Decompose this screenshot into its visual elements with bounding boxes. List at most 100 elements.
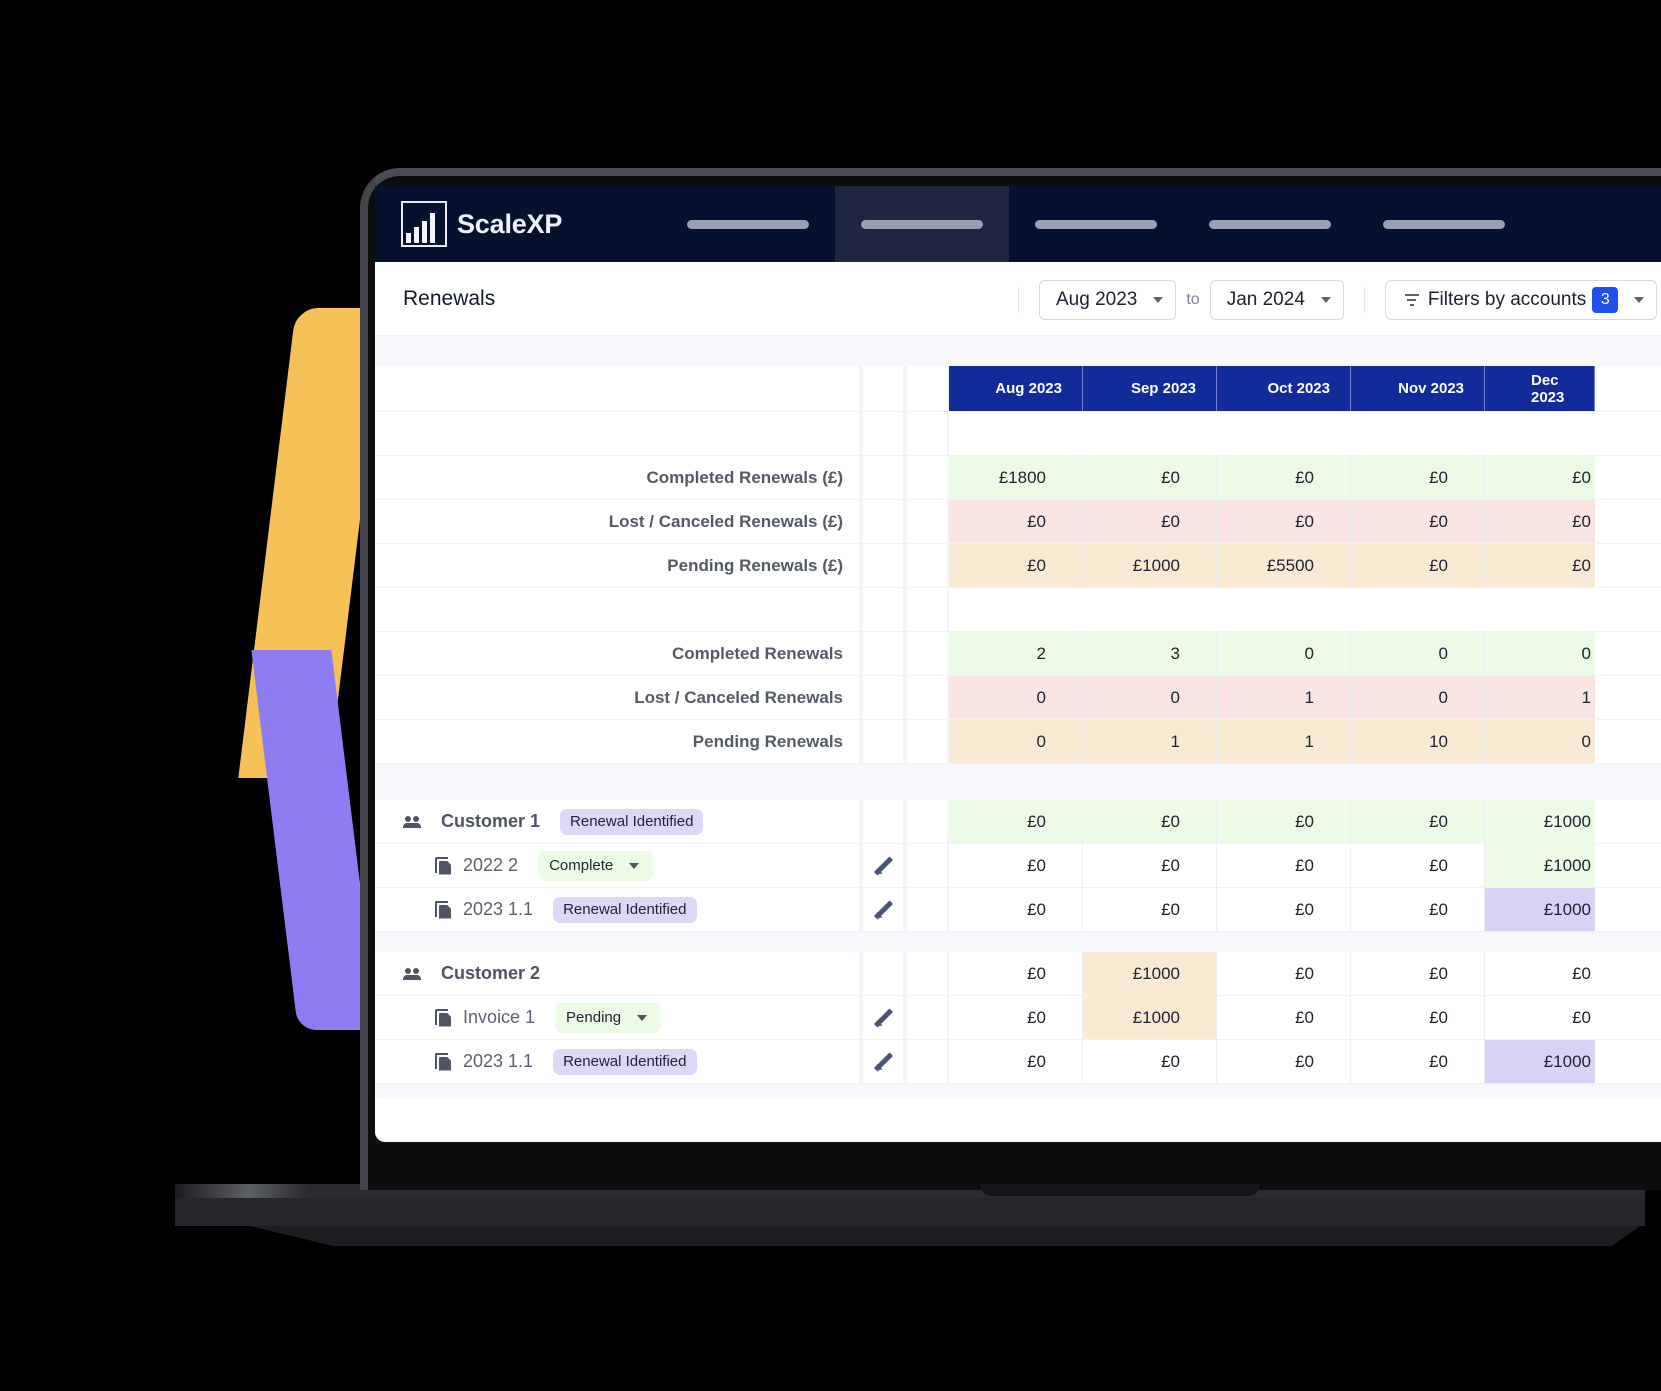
customer-cell: Customer 2 (375, 952, 863, 995)
status-badge: Renewal Identified (553, 896, 697, 923)
people-icon (403, 815, 421, 828)
from-month-select[interactable]: Aug 2023 (1039, 280, 1177, 320)
laptop-notch (980, 1184, 1260, 1196)
nav-item-1[interactable] (661, 186, 835, 262)
empty-cell (907, 544, 949, 587)
renewals-grid: Aug 2023 Sep 2023 Oct 2023 Nov 2023 Dec … (375, 366, 1661, 1098)
empty-cell (907, 456, 949, 499)
month-header[interactable]: Sep 2023 (1083, 366, 1217, 411)
document-copy-icon (435, 900, 451, 919)
empty-cell (907, 412, 949, 455)
value-cell: £0 (1217, 952, 1351, 995)
people-icon (403, 967, 421, 980)
row-label: Pending Renewals (£) (375, 544, 863, 587)
value-cell: £0 (1083, 1040, 1217, 1083)
count-cell: 0 (1083, 676, 1217, 719)
invoice-cell: 2022 2 Complete (375, 844, 863, 887)
empty-cell (907, 632, 949, 675)
count-cell: 10 (1351, 720, 1485, 763)
value-cell: £0 (949, 544, 1083, 587)
count-cell: 1 (1083, 720, 1217, 763)
summary-row-lost-count: Lost / Canceled Renewals 0 0 1 0 1 (375, 676, 1661, 720)
customer-row[interactable]: Customer 1 Renewal Identified £0 £0 £0 £… (375, 800, 1661, 844)
invoice-row: Invoice 1 Pending £0 £1000 £0 £0 £0 (375, 996, 1661, 1040)
grid-footer-band (375, 1084, 1661, 1098)
brand-name: ScaleXP (457, 208, 563, 239)
empty-cell (907, 588, 949, 631)
empty-cell (863, 800, 907, 843)
chevron-down-icon (1634, 297, 1645, 303)
count-cell: 0 (1351, 632, 1485, 675)
nav-item-2-active[interactable] (835, 186, 1009, 262)
nav-item-3[interactable] (1009, 186, 1183, 262)
status-badge: Renewal Identified (560, 808, 704, 835)
value-cell: £0 (1083, 888, 1217, 931)
month-header[interactable]: Aug 2023 (949, 366, 1083, 411)
page-title: Renewals (403, 286, 496, 310)
invoice-name: 2023 1.1 (463, 899, 534, 919)
summary-row-completed-count: Completed Renewals 2 3 0 0 0 (375, 632, 1661, 676)
value-cell: £0 (1217, 800, 1351, 843)
edit-cell (863, 844, 907, 887)
summary-row-pending-value: Pending Renewals (£) £0 £1000 £5500 £0 £… (375, 544, 1661, 588)
value-cell: £0 (1217, 1040, 1351, 1083)
filter-by-accounts-button[interactable]: Filters by accounts 3 (1384, 280, 1658, 320)
month-header[interactable]: Nov 2023 (1351, 366, 1485, 411)
pencil-icon[interactable] (873, 1008, 893, 1028)
status-dropdown[interactable]: Complete (538, 850, 654, 881)
value-cell: £0 (1083, 500, 1217, 543)
count-cell: 0 (1217, 632, 1351, 675)
row-label: Pending Renewals (375, 720, 863, 763)
chevron-down-icon (1153, 297, 1164, 303)
empty-cell (863, 544, 907, 587)
nav-item-5[interactable] (1357, 186, 1531, 262)
header-label-cell (375, 366, 863, 411)
brand-logo[interactable]: ScaleXP (401, 201, 661, 247)
chevron-down-icon (637, 1014, 648, 1021)
nav-item-4[interactable] (1183, 186, 1357, 262)
document-copy-icon (435, 1052, 451, 1071)
summary-row-completed-value: Completed Renewals (£) £1800 £0 £0 £0 £0 (375, 456, 1661, 500)
invoice-name: 2022 2 (463, 855, 519, 875)
laptop-base (175, 1184, 1645, 1226)
empty-cell (863, 456, 907, 499)
status-value: Pending (566, 1009, 622, 1026)
value-cell: £1000 (1485, 1040, 1595, 1083)
status-dropdown[interactable]: Pending (555, 1002, 662, 1033)
value-cell: £0 (1351, 456, 1485, 499)
pencil-icon[interactable] (873, 1052, 893, 1072)
customer-row[interactable]: Customer 2 £0 £1000 £0 £0 £0 (375, 952, 1661, 996)
row-label: Lost / Canceled Renewals (375, 676, 863, 719)
empty-cell (907, 996, 949, 1039)
empty-cell (863, 720, 907, 763)
to-month-select[interactable]: Jan 2024 (1209, 280, 1344, 320)
count-cell: 0 (1351, 676, 1485, 719)
value-cell: £0 (949, 500, 1083, 543)
nav-placeholder-bar (1383, 219, 1505, 229)
customer-name: Customer 1 (441, 811, 541, 831)
value-cell: £0 (1351, 844, 1485, 887)
value-cell: £0 (1485, 456, 1595, 499)
empty-cell (907, 1040, 949, 1083)
row-label: Completed Renewals (£) (375, 456, 863, 499)
app-screen: ScaleXP Renewals Aug 2023 to Jan 2024 (375, 186, 1661, 1142)
empty-cell (863, 952, 907, 995)
section-spacer-row (375, 412, 1661, 456)
pencil-icon[interactable] (873, 856, 893, 876)
spacer-band (375, 336, 1661, 366)
section-band (375, 932, 1661, 952)
value-cell: £1000 (1485, 888, 1595, 931)
value-cell: £0 (949, 888, 1083, 931)
value-cell: £0 (949, 800, 1083, 843)
value-cell: £1000 (1083, 996, 1217, 1039)
customer-name: Customer 2 (441, 963, 541, 983)
invoice-row: 2023 1.1 Renewal Identified £0 £0 £0 £0 … (375, 1040, 1661, 1084)
invoice-name: 2023 1.1 (463, 1051, 534, 1071)
pencil-icon[interactable] (873, 900, 893, 920)
filter-label: Filters by accounts (1427, 289, 1587, 310)
month-header[interactable]: Dec 2023 (1485, 366, 1595, 411)
count-cell: 3 (1083, 632, 1217, 675)
month-header[interactable]: Oct 2023 (1217, 366, 1351, 411)
empty-cell (863, 588, 907, 631)
